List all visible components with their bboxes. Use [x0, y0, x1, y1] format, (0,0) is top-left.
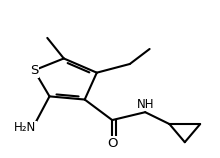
Text: S: S — [30, 64, 38, 77]
Text: NH: NH — [136, 98, 154, 111]
Text: O: O — [107, 137, 117, 150]
Text: H₂N: H₂N — [14, 122, 37, 134]
